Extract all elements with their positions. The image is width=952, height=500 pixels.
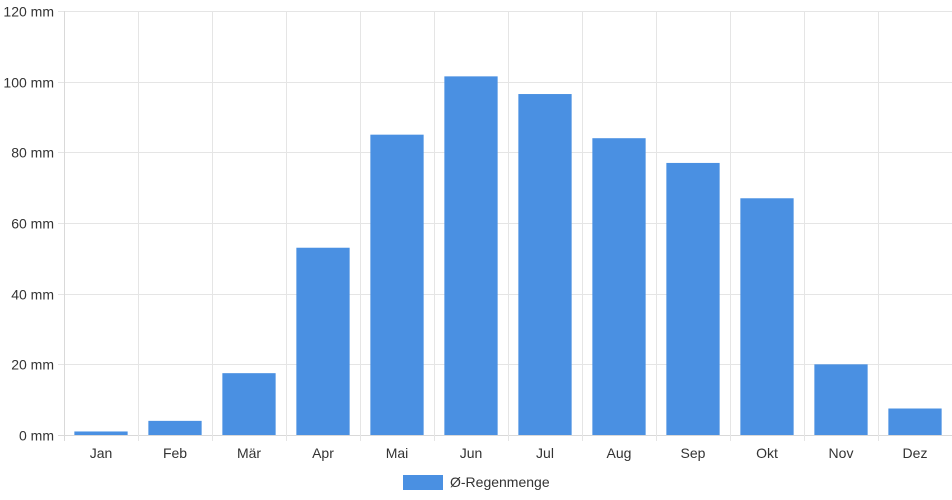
bar-dez[interactable] (888, 408, 942, 436)
bar-okt[interactable] (740, 198, 794, 435)
bar-apr[interactable] (296, 247, 350, 435)
x-tick-label: Jun (460, 445, 483, 461)
bar-jul[interactable] (518, 94, 572, 436)
bar-nov[interactable] (814, 364, 868, 435)
x-tick-label: Jan (90, 445, 113, 461)
x-tick-label: Apr (312, 445, 334, 461)
x-tick-label: Mai (386, 445, 409, 461)
x-tick-label: Jul (536, 445, 554, 461)
bar-aug[interactable] (592, 138, 646, 435)
y-tick-label: 80 mm (11, 145, 54, 161)
bar-mai[interactable] (370, 134, 424, 435)
x-tick-label: Feb (163, 445, 187, 461)
y-tick-label: 120 mm (3, 4, 54, 20)
y-tick-label: 60 mm (11, 216, 54, 232)
y-tick-label: 40 mm (11, 287, 54, 303)
x-tick-label: Sep (681, 445, 706, 461)
x-tick-label: Mär (237, 445, 261, 461)
x-tick-label: Dez (903, 445, 928, 461)
bar-jun[interactable] (444, 76, 498, 435)
x-tick-label: Nov (829, 445, 854, 461)
legend-label: Ø-Regenmenge (450, 474, 550, 490)
x-tick-label: Aug (607, 445, 632, 461)
bar-feb[interactable] (148, 420, 202, 435)
bars (74, 76, 942, 436)
bar-mär[interactable] (222, 373, 276, 435)
y-tick-label: 100 mm (3, 75, 54, 91)
grid-lines (58, 11, 952, 441)
bar-sep[interactable] (666, 162, 720, 435)
y-tick-label: 0 mm (19, 428, 54, 444)
x-tick-label: Okt (756, 445, 778, 461)
y-tick-label: 20 mm (11, 357, 54, 373)
x-axis-tick-labels: Jan Feb Mär Apr Mai Jun Jul Aug Sep Okt Nov Dez (90, 445, 928, 461)
legend-swatch (403, 475, 443, 490)
y-axis-tick-labels: 0 mm 20 mm 40 mm 60 mm 80 mm 100 mm 120 mm (3, 4, 54, 444)
bar-jan[interactable] (74, 431, 128, 435)
legend[interactable]: Ø-Regenmenge (403, 474, 550, 490)
